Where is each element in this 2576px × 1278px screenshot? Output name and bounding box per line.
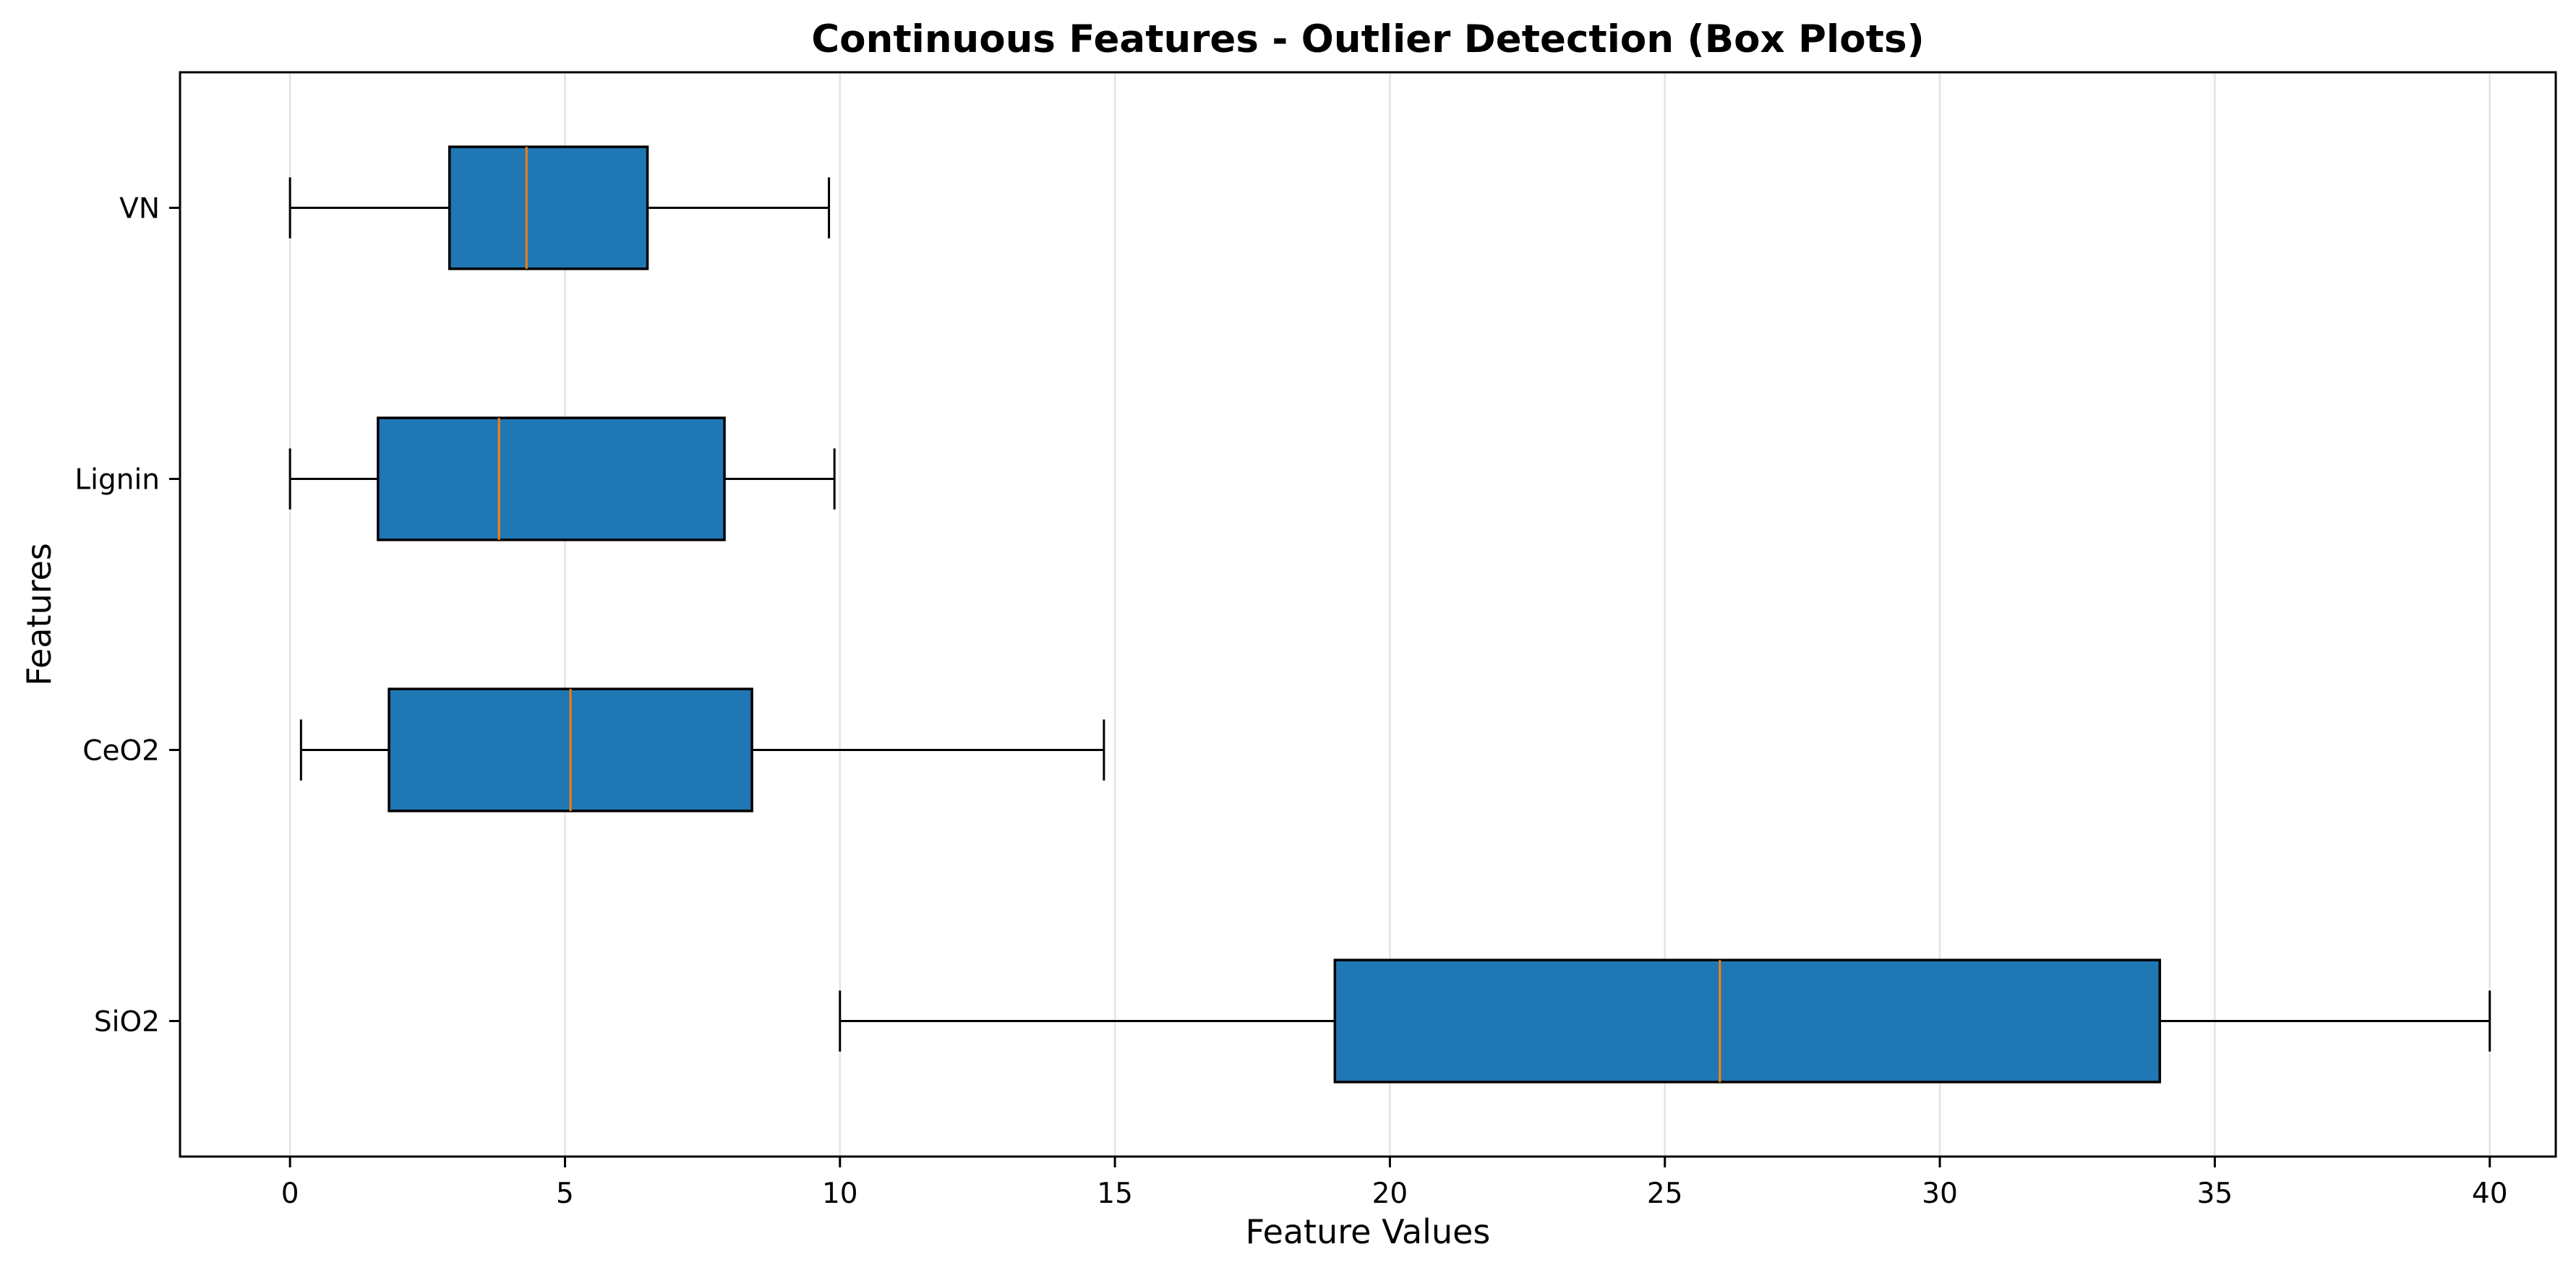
box-sio2	[1333, 958, 2162, 1084]
box-vn	[448, 145, 649, 270]
x-tick-label: 0	[281, 1178, 299, 1210]
plot-frame	[179, 71, 2557, 1158]
x-tick-label: 15	[1097, 1178, 1133, 1210]
axis-layer: 0 5 10 15 20 25 30 35 40 SiO2 CeO2 Lignin VN	[74, 193, 2507, 1211]
x-tick-label: 5	[556, 1178, 574, 1210]
box-layer	[288, 145, 2491, 1084]
x-tick-label: 30	[1922, 1178, 1958, 1210]
y-tick-label: SiO2	[94, 1006, 160, 1039]
y-tick-label: Lignin	[74, 464, 160, 497]
y-axis-label: Features	[20, 543, 59, 686]
x-tick-label: 40	[2472, 1178, 2508, 1210]
x-tick-label: 25	[1647, 1178, 1683, 1210]
y-tick-label: VN	[119, 193, 160, 226]
chart-title: Continuous Features - Outlier Detection …	[811, 17, 1924, 61]
y-tick-label: CeO2	[82, 735, 160, 768]
x-axis-label: Feature Values	[1246, 1212, 1491, 1251]
x-tick-label: 20	[1372, 1178, 1408, 1210]
box-lignin	[377, 416, 726, 541]
x-tick-label: 35	[2197, 1178, 2233, 1210]
x-tick-label: 10	[822, 1178, 858, 1210]
